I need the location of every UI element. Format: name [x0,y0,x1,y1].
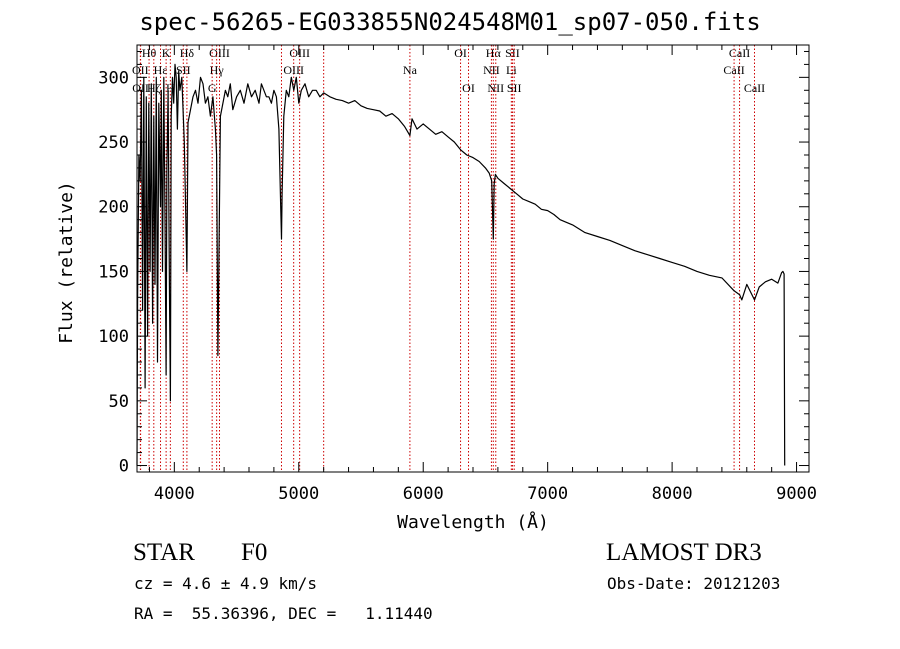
spectral-line-label: OI [462,81,475,95]
y-tick-label: 200 [98,198,129,218]
spectral-line-label: Li [506,63,517,77]
spectral-line-label: CaII [723,63,744,77]
object-class: STAR [133,539,195,566]
y-tick-label: 0 [119,457,129,477]
spectral-line-label: Hζ [147,81,161,95]
spectral-line-label: CaII [744,81,765,95]
spectral-line-label: SII [505,46,520,60]
y-tick-label: 250 [98,133,129,153]
x-tick-label: 9000 [776,484,817,504]
plot-frame [136,44,810,473]
y-tick-label: 150 [98,262,129,282]
spectral-line-label: OII [132,81,149,95]
spectral-line-label: OIII [209,46,230,60]
coordinates-label: RA = 55.36396, DEC = 1.11440 [134,604,433,623]
spectral-line-label: Hδ [180,46,195,60]
spectral-line-label: NII [487,81,504,95]
spectral-line-label: K [162,46,171,60]
y-tick-label: 100 [98,327,129,347]
spectral-line-label: Hα [486,46,502,60]
x-axis-label: Wavelength (Å) [397,511,549,533]
spectral-line-label: Na [403,63,418,77]
y-tick-label: 50 [109,392,129,412]
y-tick-label: 300 [98,68,129,88]
x-tick-label: 7000 [527,484,568,504]
x-tick-label: 6000 [403,484,444,504]
spectral-line-label: SII [507,81,522,95]
x-tick-label: 8000 [652,484,693,504]
flux-series-line [136,63,786,466]
spectral-line-label: OI [454,46,467,60]
spectral-line-label: Hγ [210,63,225,77]
spectral-line-label: SII [176,63,191,77]
survey-name: LAMOST DR3 [606,539,762,566]
spectral-line-label: OIII [289,46,310,60]
redshift-label: cz = 4.6 ± 4.9 km/s [134,574,318,593]
spectral-line-label: Hθ [142,46,157,60]
y-axis-label: Flux (relative) [56,181,77,344]
chart-title: spec-56265-EG033855N024548M01_sp07-050.f… [139,8,761,36]
x-tick-label: 5000 [278,484,319,504]
object-subclass: F0 [241,539,268,566]
spectral-line-label: OIII [283,63,304,77]
spectral-line-label: Hε [154,63,168,77]
spectral-line-label: G [208,81,217,95]
x-tick-label: 4000 [154,484,195,504]
spectral-line-label: H [166,81,175,95]
obs-date-label: Obs-Date: 20121203 [607,574,781,593]
spectral-line-label: NII [483,63,500,77]
